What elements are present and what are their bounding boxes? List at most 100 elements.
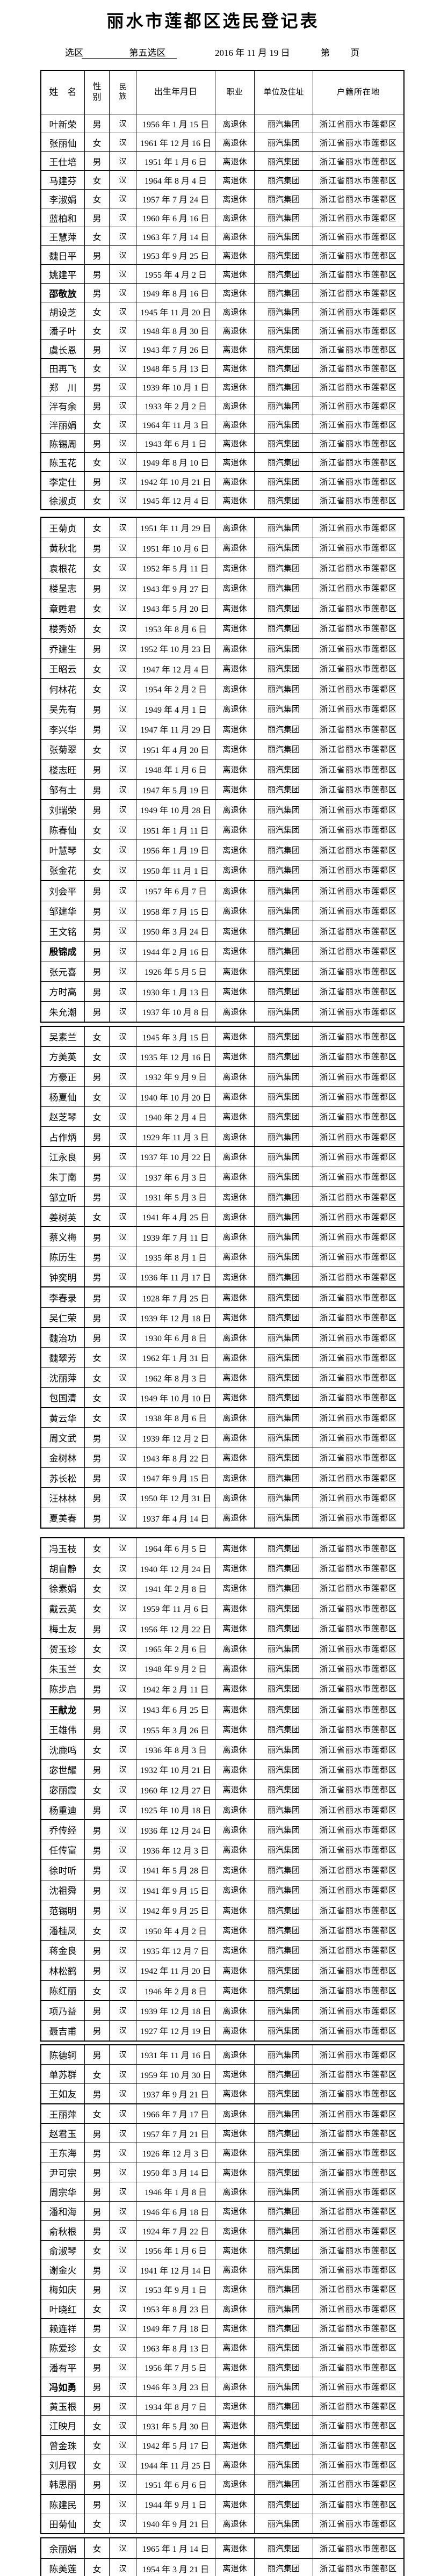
unit-cell: 丽汽集团 (254, 1307, 313, 1328)
name-cell: 赵君玉 (40, 2123, 85, 2144)
voter-row: 钟奕明男汉 1936 年 11 月 17 日离退休 丽汽集团 浙江省丽水市莲都区 (40, 1267, 405, 1287)
dob-cell: 1948 年 8 月 30 日 (136, 321, 215, 340)
occupation-cell: 离退休 (215, 739, 255, 759)
occupation-cell: 离退休 (215, 940, 255, 961)
occupation-cell: 离退休 (215, 1001, 255, 1022)
residence-cell: 浙江省丽水市莲都区 (313, 2338, 405, 2358)
voter-row: 张丽仙女汉 1961 年 12 月 16 日离退休 丽汽集团 浙江省丽水市莲都区 (40, 133, 405, 152)
gender-cell: 女 (84, 2103, 110, 2124)
ethnicity-cell: 汉 (109, 114, 136, 133)
dob-cell: 1931 年 5 月 30 日 (136, 2415, 215, 2436)
residence-cell: 浙江省丽水市莲都区 (313, 961, 405, 982)
name-cell: 钟奕明 (40, 1267, 85, 1287)
voter-row: 陈爱珍女汉 1963 年 8 月 13 日离退休 丽汽集团 浙江省丽水市莲都区 (40, 2338, 405, 2358)
voter-row: 杨夏仙女汉 1940 年 10 月 20 日离退休 丽汽集团 浙江省丽水市莲都区 (40, 1086, 405, 1107)
dob-cell: 1942 年 11 月 20 日 (136, 1960, 215, 1981)
occupation-cell: 离退休 (215, 1658, 255, 1679)
residence-cell: 浙江省丽水市莲都区 (313, 2435, 405, 2455)
ethnicity-cell: 汉 (109, 638, 136, 659)
dob-cell: 1943 年 7 月 26 日 (136, 339, 215, 359)
gender-cell: 女 (84, 598, 110, 619)
dob-cell: 1951 年 11 月 29 日 (136, 517, 215, 538)
residence-cell: 浙江省丽水市莲都区 (313, 981, 405, 1002)
name-cell: 包国清 (40, 1387, 85, 1408)
voter-row: 黄玉根男汉 1934 年 8 月 7 日离退休 丽汽集团 浙江省丽水市莲都区 (40, 2396, 405, 2416)
occupation-cell: 离退休 (215, 151, 255, 171)
voter-row: 江映月女汉 1931 年 5 月 30 日离退休 丽汽集团 浙江省丽水市莲都区 (40, 2415, 405, 2436)
voter-row: 周文武男汉 1939 年 12 月 2 日离退休 丽汽集团 浙江省丽水市莲都区 (40, 1427, 405, 1448)
dob-cell: 1942 年 10 月 21 日 (136, 471, 215, 491)
residence-cell: 浙江省丽水市莲都区 (313, 658, 405, 679)
voter-row: 张金花女汉 1950 年 11 月 1 日离退休 丽汽集团 浙江省丽水市莲都区 (40, 859, 405, 881)
gender-cell: 男 (84, 151, 110, 171)
residence-cell: 浙江省丽水市莲都区 (313, 227, 405, 246)
gender-cell: 男 (84, 961, 110, 982)
name-cell: 王文铭 (40, 921, 85, 942)
gender-cell: 男 (84, 1859, 110, 1880)
name-cell: 虞长恩 (40, 339, 85, 359)
unit-cell: 丽汽集团 (254, 779, 313, 800)
dob-cell: 1953 年 8 月 6 日 (136, 618, 215, 639)
unit-cell: 丽汽集团 (254, 189, 313, 208)
gender-cell: 男 (84, 2376, 110, 2397)
voter-row: 单苏群女汉 1959 年 10 月 30 日离退休 丽汽集团 浙江省丽水市莲都区 (40, 2064, 405, 2085)
ethnicity-cell: 汉 (109, 1226, 136, 1247)
name-cell: 俞秋根 (40, 2220, 85, 2241)
name-cell: 方时高 (40, 981, 85, 1002)
voter-row: 徐淑贞女汉 1945 年 12 月 4 日离退休 丽汽集团 浙江省丽水市莲都区 (40, 490, 405, 510)
unit-cell: 丽汽集团 (254, 2123, 313, 2144)
dob-cell: 1955 年 4 月 2 日 (136, 264, 215, 284)
voter-row: 叶新荣男汉 1956 年 1 月 15 日离退休 丽汽集团 浙江省丽水市莲都区 (40, 114, 405, 133)
unit-cell: 丽汽集团 (254, 1106, 313, 1127)
occupation-cell: 离退休 (215, 1779, 255, 1800)
gender-cell: 女 (84, 2338, 110, 2358)
residence-cell: 浙江省丽水市莲都区 (313, 1327, 405, 1348)
name-cell: 王雄伟 (40, 1719, 85, 1740)
unit-cell: 丽汽集团 (254, 1206, 313, 1227)
occupation-cell: 离退休 (215, 2558, 255, 2576)
occupation-cell: 离退休 (215, 2181, 255, 2202)
residence-cell: 浙江省丽水市莲都区 (313, 900, 405, 921)
ethnicity-cell: 汉 (109, 618, 136, 639)
occupation-cell: 离退休 (215, 433, 255, 453)
residence-cell: 浙江省丽水市莲都区 (313, 2162, 405, 2182)
dob-cell: 1935 年 12 月 7 日 (136, 1940, 215, 1961)
residence-cell: 浙江省丽水市莲都区 (313, 1899, 405, 1921)
dob-cell: 1960 年 12 月 27 日 (136, 1779, 215, 1800)
name-cell: 杨重迪 (40, 1799, 85, 1820)
unit-cell: 丽汽集团 (254, 2415, 313, 2436)
unit-cell: 丽汽集团 (254, 1387, 313, 1408)
ethnicity-cell: 汉 (109, 433, 136, 453)
voter-row: 陈德轲男汉 1931 年 11 月 16 日离退休 丽汽集团 浙江省丽水市莲都区 (40, 2044, 405, 2065)
gender-cell: 男 (84, 1960, 110, 1981)
unit-cell: 丽汽集团 (254, 1001, 313, 1022)
occupation-cell: 离退休 (215, 358, 255, 378)
occupation-cell: 离退休 (215, 170, 255, 190)
dob-cell: 1931 年 11 月 16 日 (136, 2044, 215, 2065)
name-cell: 乔建生 (40, 638, 85, 659)
unit-cell: 丽汽集团 (254, 2338, 313, 2358)
ethnicity-cell: 汉 (109, 1759, 136, 1780)
gender-cell: 男 (84, 283, 110, 302)
ethnicity-cell: 汉 (109, 1367, 136, 1388)
name-cell: 陈爱珍 (40, 2338, 85, 2358)
residence-cell: 浙江省丽水市莲都区 (313, 921, 405, 942)
name-cell: 贺玉珍 (40, 1638, 85, 1659)
ethnicity-cell: 汉 (109, 1086, 136, 1107)
unit-cell: 丽汽集团 (254, 658, 313, 679)
ethnicity-cell: 汉 (109, 1578, 136, 1599)
ethnicity-cell: 汉 (109, 2396, 136, 2416)
dob-cell: 1946 年 3 月 23 日 (136, 2376, 215, 2397)
name-cell: 单苏群 (40, 2064, 85, 2085)
name-cell: 胡自静 (40, 1558, 85, 1579)
name-cell: 陈春仙 (40, 819, 85, 840)
unit-cell: 丽汽集团 (254, 1487, 313, 1508)
unit-cell: 丽汽集团 (254, 961, 313, 982)
unit-cell: 丽汽集团 (254, 1759, 313, 1780)
dob-cell: 1956 年 7 月 5 日 (136, 2357, 215, 2377)
ethnicity-cell: 汉 (109, 358, 136, 378)
ethnicity-cell: 汉 (109, 1066, 136, 1087)
gender-cell: 女 (84, 2298, 110, 2319)
dob-cell: 1935 年 8 月 1 日 (136, 1246, 215, 1268)
voter-row: 何林花女汉 1954 年 2 月 2 日离退休 丽汽集团 浙江省丽水市莲都区 (40, 678, 405, 699)
